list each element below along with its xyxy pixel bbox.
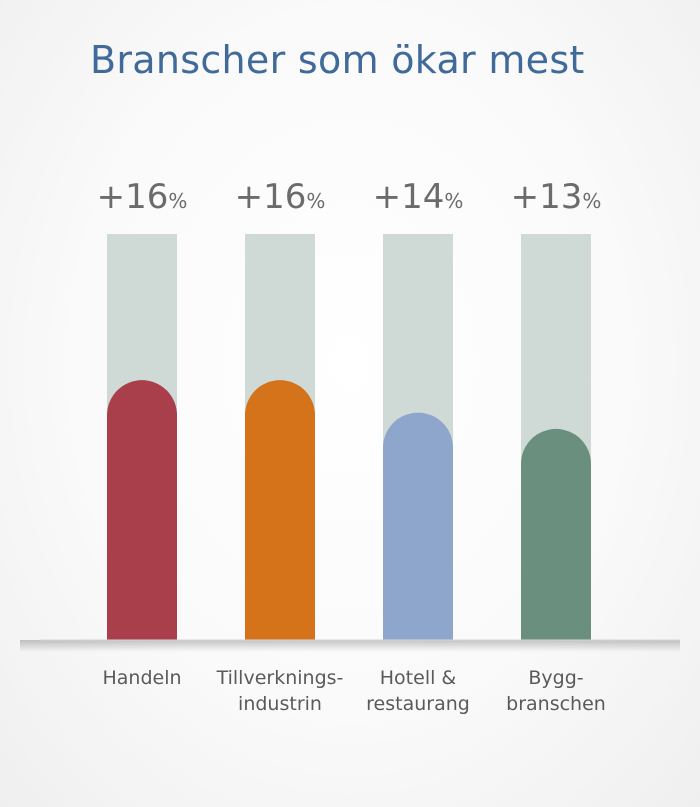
category-label: Hotell & restaurang <box>366 667 470 715</box>
value-label: +16% <box>235 177 326 217</box>
category-label: Tillverknings-industrin <box>216 667 344 715</box>
category-label: Bygg-branschen <box>506 667 606 715</box>
value-label: +16% <box>97 177 188 217</box>
bar <box>107 380 177 640</box>
value-label: +13% <box>511 177 602 217</box>
bar <box>383 412 453 640</box>
value-label: +14% <box>373 177 464 217</box>
bar <box>245 380 315 640</box>
category-label: Handeln <box>102 667 181 689</box>
bar <box>521 428 591 640</box>
baseline-shadow <box>20 640 680 652</box>
chart-title: Branscher som ökar mest <box>90 38 585 82</box>
